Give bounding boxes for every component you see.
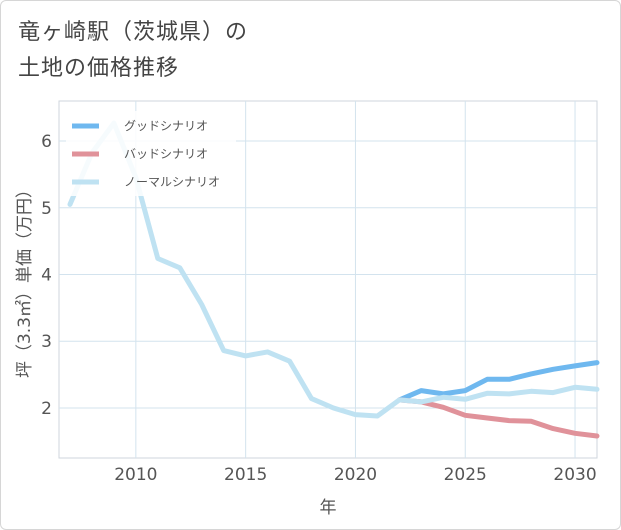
x-tick-label: 2030 <box>553 465 596 485</box>
legend-label-2: バッドシナリオ <box>124 147 208 161</box>
x-tick-label: 2025 <box>444 465 487 485</box>
x-tick-label: 2010 <box>114 465 157 485</box>
y-tick-label: 4 <box>41 265 52 285</box>
x-axis-title: 年 <box>320 498 337 518</box>
chart-title-line-2: 土地の価格推移 <box>18 56 180 81</box>
y-tick-label: 3 <box>41 332 52 352</box>
y-tick-label: 2 <box>41 399 52 419</box>
plot-area <box>58 100 598 459</box>
x-tick-label: 2015 <box>224 465 267 485</box>
series-line-3 <box>67 120 600 419</box>
legend-label-1: グッドシナリオ <box>124 119 208 133</box>
y-tick-label: 5 <box>41 199 52 219</box>
legend-label-3: ノーマルシナリオ <box>124 175 220 189</box>
y-axis-title: 坪（3.3㎡）単価（万円） <box>15 181 35 378</box>
x-tick-label: 2020 <box>334 465 377 485</box>
series-line-2 <box>396 397 600 439</box>
y-tick-label: 6 <box>41 132 52 152</box>
chart-title: 竜ヶ崎駅（茨城県）の 土地の価格推移 <box>18 15 248 87</box>
chart-title-line-1: 竜ヶ崎駅（茨城県）の <box>18 20 249 45</box>
series-line-1 <box>396 360 600 403</box>
